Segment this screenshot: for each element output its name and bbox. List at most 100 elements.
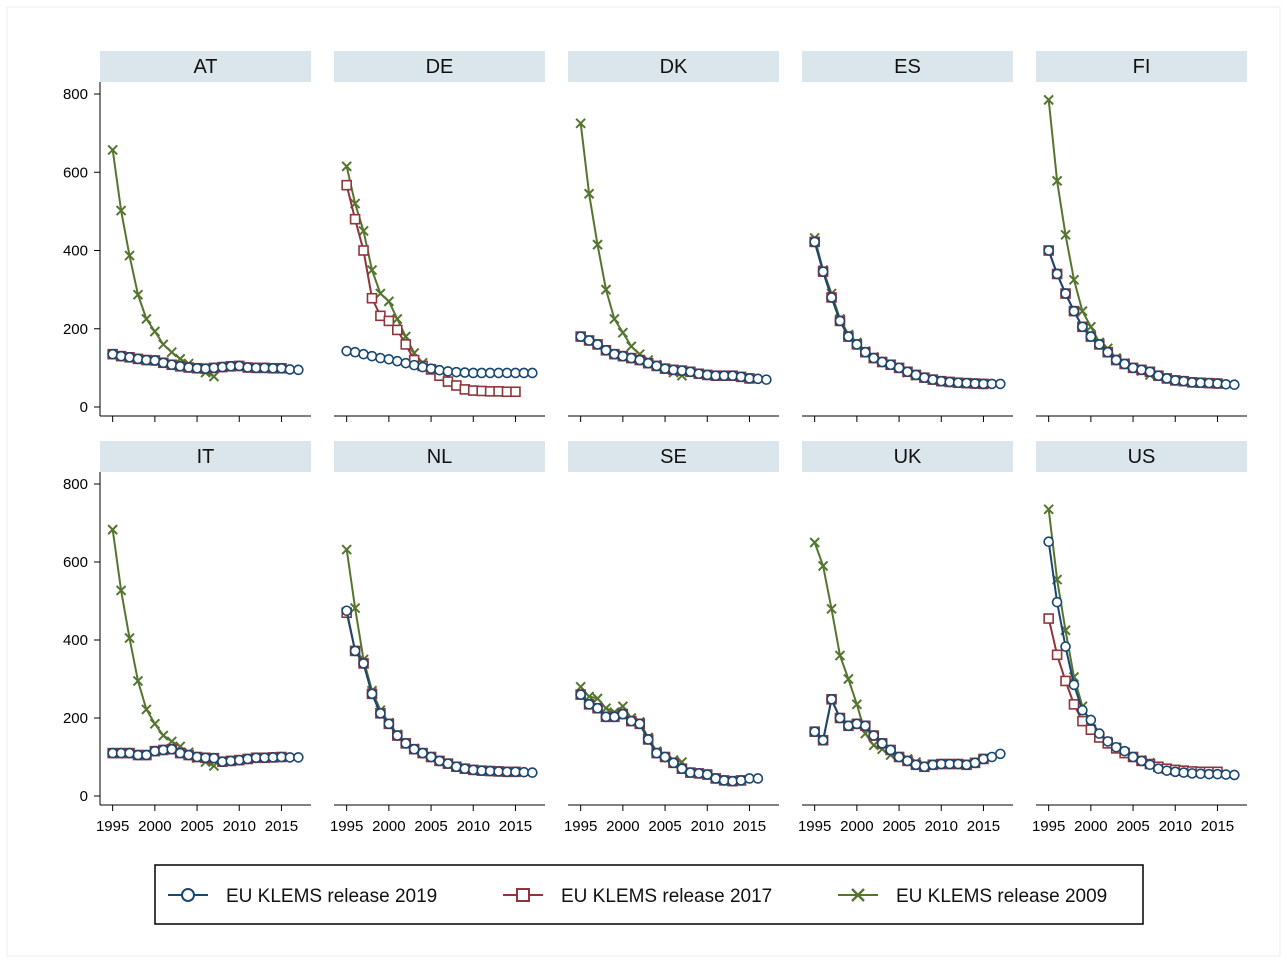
panel-header [568, 51, 779, 82]
data-point [935, 375, 947, 387]
data-point [341, 179, 352, 191]
data-point [718, 775, 730, 786]
legend-label: EU KLEMS release 2017 [561, 886, 772, 907]
data-point [174, 747, 186, 759]
panel-header [1036, 441, 1247, 472]
data-point [132, 675, 144, 687]
y-tick-label: 800 [63, 86, 88, 103]
data-point [115, 350, 127, 362]
data-point [1186, 768, 1198, 779]
data-point [843, 720, 854, 732]
data-point [341, 544, 352, 555]
data-point [434, 755, 445, 767]
data-point [592, 693, 603, 704]
data-point [1203, 377, 1215, 389]
data-point [600, 344, 612, 356]
data-point [676, 763, 688, 775]
panel-title: IT [197, 446, 215, 468]
data-point [383, 353, 395, 365]
y-tick-label: 800 [63, 476, 88, 493]
data-point [1060, 229, 1071, 241]
panel-title: US [1128, 446, 1156, 468]
data-point [995, 748, 1006, 760]
data-point [1136, 364, 1147, 376]
data-point [375, 288, 386, 299]
x-tick-label: 2015 [967, 818, 1000, 835]
data-point [493, 766, 504, 777]
data-point [1060, 288, 1071, 299]
data-point [510, 386, 521, 398]
panel-nl: NL 1995 2000 2005 2010 2015 [330, 441, 545, 835]
data-point [919, 372, 930, 383]
y-tick-label: 600 [63, 164, 88, 181]
data-point [885, 744, 896, 756]
data-point [1186, 377, 1198, 388]
data-point [969, 378, 981, 389]
panel-header [568, 441, 779, 472]
data-point [400, 357, 412, 369]
data-point [1161, 373, 1173, 384]
data-point [124, 250, 135, 261]
data-point [400, 738, 412, 749]
panel-header [334, 51, 545, 82]
data-point [451, 761, 462, 773]
data-point [952, 377, 964, 389]
data-point [358, 348, 369, 360]
data-point [366, 264, 378, 276]
data-point [1127, 362, 1139, 374]
data-point [651, 360, 662, 372]
data-point [124, 747, 135, 759]
data-point [685, 366, 696, 378]
data-point [701, 769, 713, 780]
panel-title: FI [1133, 56, 1151, 78]
data-point [141, 704, 152, 715]
data-point [149, 355, 161, 366]
data-point [575, 118, 586, 129]
data-point [107, 348, 118, 360]
series-r2019 [107, 348, 304, 376]
data-point [1178, 375, 1189, 387]
data-point [676, 365, 688, 376]
x-tick-label: 2000 [606, 818, 639, 835]
data-point [391, 324, 403, 336]
data-point [969, 757, 981, 769]
data-point [817, 734, 829, 746]
y-tick-label: 200 [63, 710, 88, 727]
data-point [1119, 358, 1130, 370]
data-point [1212, 768, 1223, 780]
x-tick-label: 2000 [138, 818, 171, 835]
data-point [107, 524, 118, 535]
data-point [425, 363, 437, 374]
data-point [592, 239, 603, 250]
data-point [217, 756, 228, 767]
data-point [1043, 504, 1054, 515]
data-point [1051, 268, 1063, 280]
data-point [592, 339, 603, 350]
data-point [927, 374, 939, 385]
legend-item-r2017: EU KLEMS release 2017 [503, 886, 772, 907]
data-point [1144, 366, 1156, 378]
data-point [1094, 339, 1105, 350]
data-point [583, 335, 595, 346]
data-point [693, 368, 705, 380]
data-point [634, 718, 646, 730]
series-r2019 [107, 743, 304, 767]
data-point [727, 775, 738, 787]
data-point [685, 767, 696, 778]
data-point [826, 693, 837, 705]
data-point [868, 352, 880, 364]
panel-header [802, 441, 1013, 472]
data-point [744, 373, 755, 384]
x-tick-label: 2015 [499, 818, 532, 835]
data-point [642, 734, 654, 745]
data-point [259, 752, 270, 764]
data-point [166, 743, 178, 755]
data-point [1110, 741, 1122, 753]
data-point [358, 658, 369, 669]
data-point [383, 718, 395, 730]
data-point [158, 357, 169, 369]
data-point [132, 353, 144, 365]
data-point [809, 236, 820, 248]
data-point [349, 602, 361, 614]
